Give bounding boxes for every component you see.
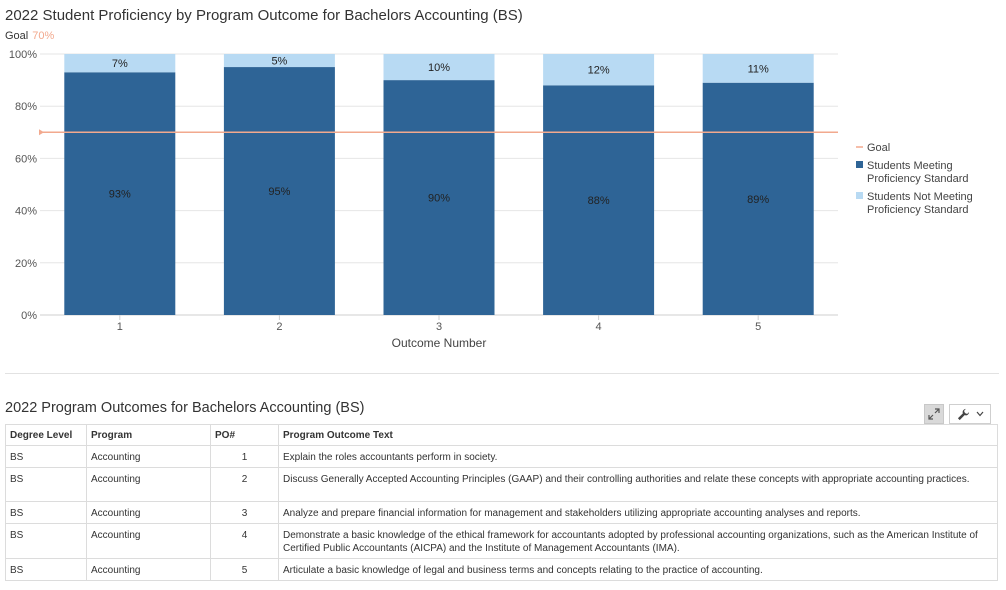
x-tick-label: 5	[755, 321, 761, 333]
cell-degree-level: BS	[5, 445, 87, 468]
x-tick-label: 2	[276, 321, 282, 333]
table-row: BS Accounting 1 Explain the roles accoun…	[5, 445, 998, 468]
cell-po-number: 3	[210, 501, 279, 524]
table-title: 2022 Program Outcomes for Bachelors Acco…	[5, 400, 365, 416]
y-tick-label: 20%	[15, 258, 37, 270]
header-outcome-text: Program Outcome Text	[278, 424, 998, 446]
table-row: BS Accounting 4 Demonstrate a basic know…	[5, 523, 998, 559]
cell-program: Accounting	[86, 501, 211, 524]
bar-segment	[543, 54, 655, 86]
cell-po-number: 2	[210, 467, 279, 502]
legend-label: Goal	[867, 142, 890, 154]
bar-segment	[223, 67, 335, 315]
y-tick-label: 40%	[15, 206, 37, 218]
cell-outcome-text: Explain the roles accountants perform in…	[278, 445, 998, 468]
data-label: 89%	[747, 194, 769, 206]
x-tick-label: 3	[436, 321, 442, 333]
data-label: 95%	[268, 186, 290, 198]
wrench-icon	[957, 408, 969, 420]
bar-segment	[543, 85, 655, 315]
chevron-down-icon	[976, 411, 983, 417]
legend-label: Proficiency Standard	[867, 173, 969, 185]
y-tick-label: 100%	[9, 49, 37, 61]
cell-outcome-text: Discuss Generally Accepted Accounting Pr…	[278, 467, 998, 502]
table-row: BS Accounting 5 Articulate a basic knowl…	[5, 558, 998, 581]
cell-degree-level: BS	[5, 501, 87, 524]
data-label: 90%	[428, 193, 450, 205]
goal-caption-value: 70%	[32, 30, 55, 42]
proficiency-chart: 0% 20% 40% 60% 80% 100% 93% 7% 1 95% 5% 2 90% 10% 3 88%…	[9, 49, 973, 350]
y-tick-label: 80%	[15, 101, 37, 113]
header-program: Program	[86, 424, 211, 446]
data-label: 12%	[588, 65, 610, 77]
y-tick-label: 60%	[15, 153, 37, 165]
bar-segment	[702, 82, 814, 316]
bar-segment	[383, 80, 495, 315]
cell-program: Accounting	[86, 445, 211, 468]
cell-degree-level: BS	[5, 467, 87, 502]
chart-title: 2022 Student Proficiency by Program Outc…	[5, 7, 523, 24]
data-label: 7%	[112, 58, 128, 70]
bar-segment	[64, 72, 176, 316]
x-tick-label: 4	[596, 321, 602, 333]
cell-po-number: 1	[210, 445, 279, 468]
table-row: BS Accounting 2 Discuss Generally Accept…	[5, 467, 998, 502]
table-row: BS Accounting 3 Analyze and prepare fina…	[5, 501, 998, 524]
tools-menu-button[interactable]	[949, 404, 991, 424]
expand-button[interactable]	[924, 404, 944, 424]
goal-marker	[39, 129, 44, 136]
bar-segment	[223, 54, 335, 68]
program-outcomes-table: Degree Level Program PO# Program Outcome…	[5, 424, 998, 581]
cell-program: Accounting	[86, 467, 211, 502]
cell-program: Accounting	[86, 558, 211, 581]
legend-swatch	[856, 192, 863, 199]
bar-segment	[64, 54, 176, 73]
legend-label: Students Not Meeting	[867, 191, 973, 203]
goal-caption: Goal 70%	[5, 30, 54, 42]
bar-segment	[383, 54, 495, 81]
goal-caption-label: Goal	[5, 30, 29, 42]
x-axis-label: Outcome Number	[392, 336, 487, 350]
cell-po-number: 4	[210, 523, 279, 559]
cell-outcome-text: Analyze and prepare financial informatio…	[278, 501, 998, 524]
legend-label: Students Meeting	[867, 160, 953, 172]
data-label: 93%	[109, 189, 131, 201]
legend-label: Proficiency Standard	[867, 204, 969, 216]
bar-segment	[702, 54, 814, 83]
cell-degree-level: BS	[5, 523, 87, 559]
table-header-row: Degree Level Program PO# Program Outcome…	[5, 424, 998, 446]
data-label: 5%	[271, 56, 287, 68]
program-outcomes-panel: 2022 Program Outcomes for Bachelors Acco…	[0, 394, 1003, 590]
cell-outcome-text: Articulate a basic knowledge of legal an…	[278, 558, 998, 581]
x-tick-label: 1	[117, 321, 123, 333]
header-po-number: PO#	[210, 424, 279, 446]
data-label: 10%	[428, 62, 450, 74]
header-degree-level: Degree Level	[5, 424, 87, 446]
y-tick-label: 0%	[21, 310, 37, 322]
data-label: 11%	[748, 63, 769, 75]
expand-icon	[928, 408, 940, 420]
cell-degree-level: BS	[5, 558, 87, 581]
section-divider	[5, 373, 999, 374]
cell-po-number: 5	[210, 558, 279, 581]
legend-swatch	[856, 161, 863, 168]
data-label: 88%	[588, 195, 610, 207]
cell-program: Accounting	[86, 523, 211, 559]
cell-outcome-text: Demonstrate a basic knowledge of the eth…	[278, 523, 998, 559]
